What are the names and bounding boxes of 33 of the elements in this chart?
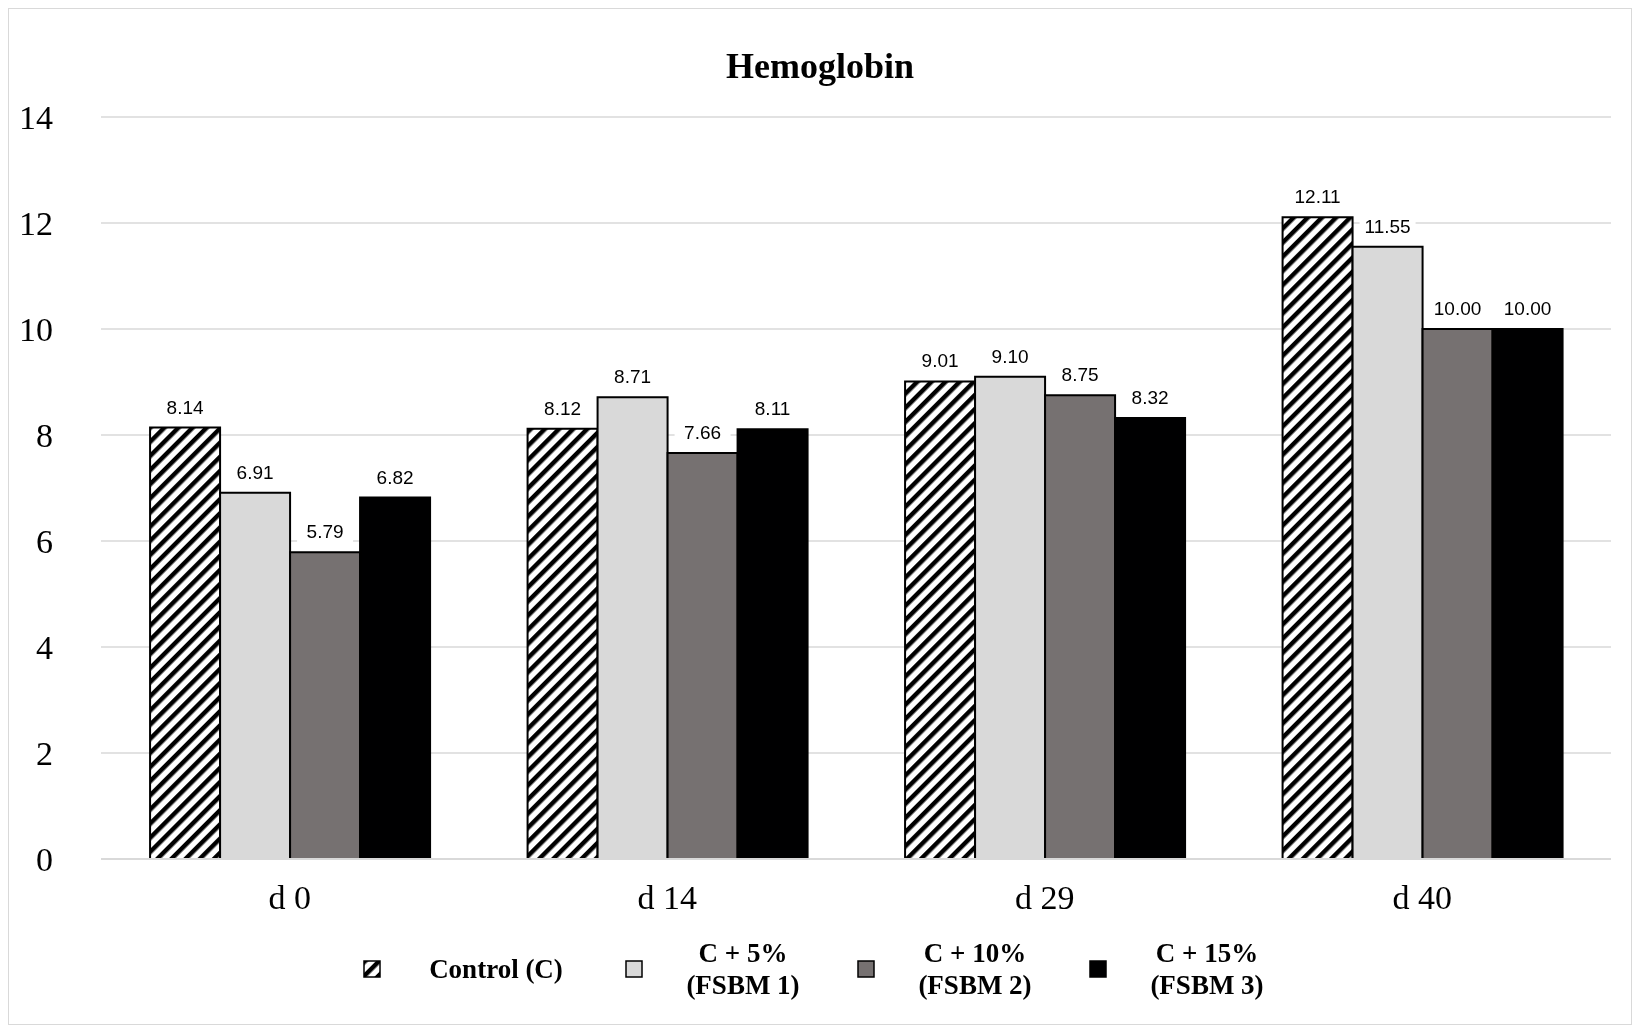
data-label: 8.12 [544,397,582,419]
legend-label: Control (C) [428,953,564,985]
data-label: 6.82 [376,466,414,488]
data-label: 8.71 [614,366,652,388]
data-label: 7.66 [684,422,722,444]
data-label: 5.79 [306,521,344,543]
data-label: 10.00 [1503,298,1552,319]
legend-label: C + 15% (FSBM 3) [1149,937,1265,1001]
y-tick-label: 14 [19,99,53,137]
data-label: 11.55 [1364,215,1411,237]
data-label: 9.10 [991,345,1029,367]
x-tick-label: d 14 [637,879,697,917]
chart-title: Hemoglobin [725,45,915,88]
x-tick-label: d 29 [1015,879,1075,917]
x-tick-label: d 40 [1392,879,1452,917]
y-tick-label: 8 [36,417,53,455]
y-tick-label: 4 [36,629,53,667]
data-label: 9.01 [921,350,959,372]
data-label: 6.91 [236,461,274,483]
y-tick-label: 12 [19,205,53,243]
data-label: 10.00 [1433,298,1482,319]
y-tick-label: 10 [19,311,53,349]
y-tick-label: 2 [36,735,53,773]
data-label: 8.14 [166,396,204,418]
x-tick-label: d 0 [268,879,311,917]
data-label: 12.11 [1294,186,1341,208]
data-label: 8.32 [1131,387,1169,409]
legend-label: C + 5% (FSBM 1) [685,937,801,1001]
data-label: 8.11 [754,398,791,420]
y-tick-label: 0 [36,841,53,879]
data-label: 8.75 [1061,364,1099,386]
legend-label: C + 10% (FSBM 2) [917,937,1033,1001]
y-tick-label: 6 [36,523,53,561]
